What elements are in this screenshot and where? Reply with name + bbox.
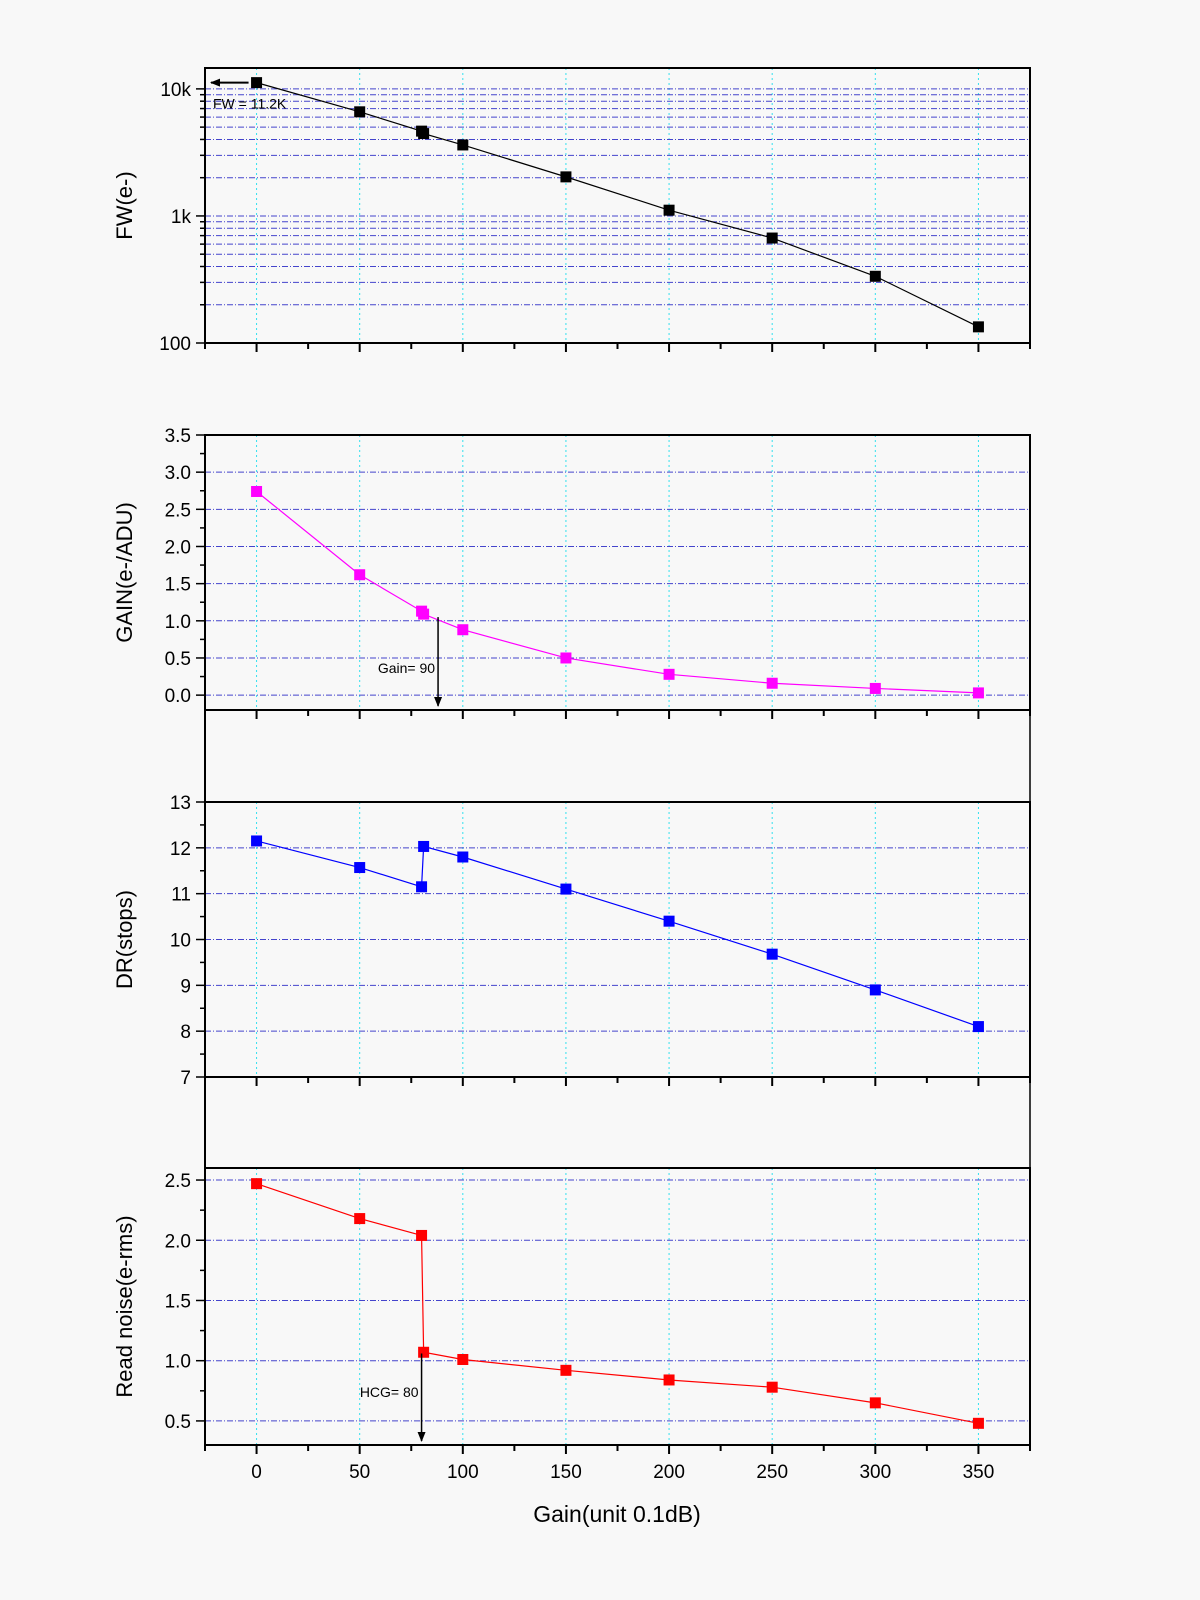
y-tick-label: 1.0	[165, 1352, 191, 1373]
data-point	[416, 1229, 428, 1241]
annotation-label: FW = 11.2K	[213, 96, 287, 112]
y-tick-label: 9	[180, 976, 191, 997]
x-tick-label: 200	[653, 1462, 685, 1483]
series-line	[256, 491, 979, 694]
y-axis-label: Read noise(e-rms)	[112, 1215, 137, 1397]
y-tick-label: 12	[170, 839, 191, 860]
y-tick-label: 2.5	[165, 1171, 191, 1192]
data-point	[766, 677, 778, 689]
data-point	[663, 1374, 675, 1386]
plot-frame	[204, 434, 1031, 711]
y-tick-label: 1.0	[165, 612, 191, 633]
y-tick-label: 13	[170, 793, 191, 814]
x-tick-label: 150	[550, 1462, 582, 1483]
data-point	[418, 840, 430, 852]
data-point	[418, 608, 430, 620]
data-point	[972, 321, 984, 333]
data-point	[457, 139, 469, 151]
series-line	[256, 82, 979, 328]
data-point	[251, 1178, 263, 1190]
plot-frame	[204, 67, 1031, 344]
data-point	[354, 569, 366, 581]
y-tick-label: 1.5	[165, 1291, 191, 1312]
data-point	[972, 1417, 984, 1429]
y-tick-label: 10	[170, 931, 191, 952]
data-point	[663, 915, 675, 927]
y-tick-label: 1.5	[165, 575, 191, 596]
y-axis-label: DR(stops)	[112, 890, 137, 989]
data-point	[663, 204, 675, 216]
x-tick-label: 350	[963, 1462, 995, 1483]
panel-gain: 0.0 0.5 1.0 1.5 2.0 2.5 3.0 3.5 GAIN(e-/ADU) Gain…	[112, 426, 1031, 719]
y-axis-label: GAIN(e-/ADU)	[112, 502, 137, 643]
data-point	[560, 652, 572, 664]
data-point	[416, 881, 428, 893]
y-tick-label: 2.5	[165, 500, 191, 521]
y-tick-label: 2.0	[165, 1231, 191, 1252]
data-point	[457, 1353, 469, 1365]
x-tick-label: 50	[349, 1462, 370, 1483]
data-point	[972, 687, 984, 699]
data-point	[354, 106, 366, 118]
data-point	[766, 948, 778, 960]
data-point	[457, 851, 469, 863]
data-point	[869, 682, 881, 694]
data-point	[418, 1346, 430, 1358]
y-tick-label: 0.0	[165, 686, 191, 707]
x-tick-label: 300	[859, 1462, 891, 1483]
data-point	[457, 624, 469, 636]
data-point	[766, 232, 778, 244]
panel-dr: 7 8 9 10 11 12 13 DR(stops)	[112, 793, 1031, 1089]
data-point	[418, 128, 430, 140]
y-tick-label: 10k	[160, 80, 191, 101]
data-point	[251, 77, 263, 89]
series-line	[256, 1183, 979, 1424]
data-point	[869, 1397, 881, 1409]
plot-frame	[204, 1167, 1031, 1446]
y-tick-label: 2.0	[165, 537, 191, 558]
data-point	[560, 1364, 572, 1376]
data-point	[251, 485, 263, 497]
data-point	[560, 171, 572, 183]
x-tick-label: 0	[251, 1462, 262, 1483]
panel-read-noise: 0.5 1.0 1.5 2.0 2.5 Read noise(e-rms) HCG= 80	[112, 1167, 1031, 1454]
panel-fw: 100 1k 10k FW(e-) FW = 11.2K	[112, 67, 1031, 355]
series-line	[256, 840, 979, 1028]
data-point	[869, 270, 881, 282]
data-point	[766, 1381, 778, 1393]
x-axis-label: Gain(unit 0.1dB)	[533, 1501, 700, 1527]
y-tick-label: 8	[180, 1022, 191, 1043]
y-axis-label: FW(e-)	[112, 171, 137, 239]
y-tick-label: 100	[159, 334, 191, 355]
data-point	[560, 883, 572, 895]
y-tick-label: 3.0	[165, 463, 191, 484]
y-tick-label: 11	[171, 885, 191, 906]
annotation-label: Gain= 90	[378, 660, 435, 676]
x-tick-label: 100	[447, 1462, 479, 1483]
y-tick-label: 0.5	[165, 649, 191, 670]
y-tick-label: 3.5	[165, 426, 191, 447]
data-point	[354, 1213, 366, 1225]
x-tick-label: 250	[756, 1462, 788, 1483]
y-tick-label: 1k	[171, 207, 192, 228]
data-point	[663, 668, 675, 680]
annotation-label: HCG= 80	[360, 1384, 419, 1400]
data-point	[251, 835, 263, 847]
data-point	[972, 1021, 984, 1033]
data-point	[869, 984, 881, 996]
y-tick-label: 0.5	[165, 1412, 191, 1433]
y-tick-label: 7	[180, 1068, 191, 1089]
data-point	[354, 862, 366, 874]
